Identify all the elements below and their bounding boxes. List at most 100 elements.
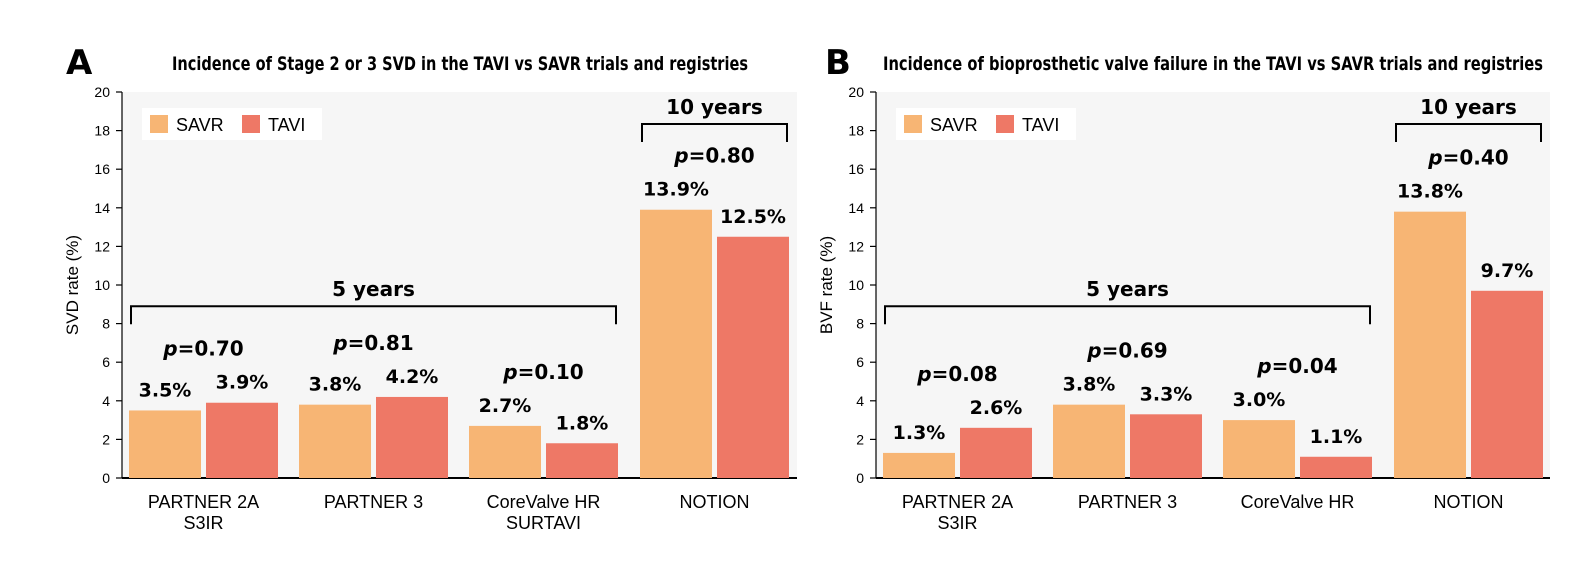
legend-swatch-savr	[150, 115, 168, 133]
data-label-tavi: 12.5%	[720, 206, 786, 228]
legend-label-savr: SAVR	[930, 115, 978, 135]
x-category-label: PARTNER 2A	[902, 492, 1013, 512]
data-label-tavi: 3.3%	[1140, 383, 1193, 405]
bar-savr	[640, 209, 712, 479]
p-value-label: p=0.40	[1427, 146, 1508, 170]
bar-tavi	[206, 402, 278, 478]
data-label-savr: 13.8%	[1397, 181, 1463, 203]
panel-letter: B	[825, 43, 851, 83]
p-value-label: p=0.69	[1086, 339, 1167, 363]
y-tick-label: 0	[856, 470, 864, 486]
bar-tavi	[717, 236, 789, 478]
bar-savr	[299, 404, 371, 478]
p-value-label: p=0.04	[1256, 354, 1337, 378]
x-category-label: CoreValve HR	[487, 492, 601, 512]
bar-savr	[1223, 420, 1295, 478]
x-category-label: S3IR	[937, 513, 977, 533]
data-label-savr: 3.8%	[309, 374, 362, 396]
y-tick-label: 18	[94, 123, 110, 139]
data-label-savr: 2.7%	[479, 395, 532, 417]
y-tick-label: 12	[848, 238, 864, 254]
y-tick-label: 2	[856, 431, 864, 447]
y-tick-label: 20	[848, 84, 864, 100]
panel-letter: A	[66, 43, 93, 83]
grouping-bracket	[641, 123, 788, 142]
data-label-tavi: 2.6%	[970, 397, 1023, 419]
bar-tavi	[960, 427, 1032, 478]
grouping-label: 10 years	[666, 95, 763, 119]
legend-swatch-tavi	[996, 115, 1014, 133]
y-tick-label: 10	[94, 277, 110, 293]
x-category-label: NOTION	[680, 492, 750, 512]
p-value-label: p=0.80	[673, 144, 754, 168]
legend-swatch-tavi	[242, 115, 260, 133]
y-tick-label: 8	[856, 316, 864, 332]
grouping-label: 5 years	[332, 277, 415, 301]
bar-savr	[129, 410, 201, 478]
chart-panel-a: A Incidence of Stage 2 or 3 SVD in the TA…	[63, 43, 797, 533]
y-tick-label: 4	[856, 393, 864, 409]
y-tick-label: 10	[848, 277, 864, 293]
chart-title: Incidence of bioprosthetic valve failure…	[883, 53, 1543, 75]
data-label-savr: 3.5%	[139, 379, 192, 401]
x-category-label: CoreValve HR	[1241, 492, 1355, 512]
legend-label-tavi: TAVI	[1022, 115, 1059, 135]
y-tick-label: 0	[102, 470, 110, 486]
y-tick-label: 14	[94, 200, 110, 216]
data-label-savr: 3.0%	[1233, 389, 1286, 411]
y-tick-label: 4	[102, 393, 110, 409]
x-category-label: S3IR	[183, 513, 223, 533]
bar-tavi	[546, 443, 618, 478]
bar-tavi	[1130, 414, 1202, 478]
x-category-label: PARTNER 3	[324, 492, 423, 512]
data-label-savr: 13.9%	[643, 179, 709, 201]
data-label-tavi: 1.8%	[556, 412, 609, 434]
chart-panel-b: B Incidence of bioprosthetic valve failur…	[817, 43, 1550, 533]
bar-savr	[1394, 211, 1466, 478]
bar-tavi	[1471, 290, 1543, 478]
grouping-bracket	[1395, 123, 1542, 142]
bar-savr	[1053, 404, 1125, 478]
legend: SAVR TAVI	[142, 108, 322, 140]
x-category-label: PARTNER 3	[1078, 492, 1177, 512]
data-label-tavi: 3.9%	[216, 372, 269, 394]
data-label-tavi: 1.1%	[1310, 426, 1363, 448]
x-category-label: PARTNER 2A	[148, 492, 259, 512]
y-tick-label: 16	[848, 161, 864, 177]
p-value-label: p=0.10	[502, 360, 583, 384]
chart-title: Incidence of Stage 2 or 3 SVD in the TAV…	[172, 53, 748, 75]
y-axis-label: BVF rate (%)	[817, 236, 836, 334]
x-category-label: NOTION	[1434, 492, 1504, 512]
legend-label-savr: SAVR	[176, 115, 224, 135]
grouping-label: 10 years	[1420, 95, 1517, 119]
bar-tavi	[1300, 456, 1372, 478]
legend-swatch-savr	[904, 115, 922, 133]
data-label-savr: 1.3%	[893, 422, 946, 444]
y-tick-label: 16	[94, 161, 110, 177]
y-tick-label: 2	[102, 431, 110, 447]
bar-savr	[883, 452, 955, 478]
y-tick-label: 6	[856, 354, 864, 370]
y-tick-label: 6	[102, 354, 110, 370]
data-label-tavi: 4.2%	[386, 366, 439, 388]
grouping-bracket	[884, 305, 1371, 325]
y-tick-label: 12	[94, 238, 110, 254]
x-category-label: SURTAVI	[506, 513, 581, 533]
p-value-label: p=0.08	[916, 362, 997, 386]
data-label-tavi: 9.7%	[1481, 260, 1534, 282]
legend-box	[142, 108, 322, 140]
p-value-label: p=0.81	[332, 331, 413, 355]
grouping-label: 5 years	[1086, 277, 1169, 301]
legend-label-tavi: TAVI	[268, 115, 305, 135]
y-tick-label: 20	[94, 84, 110, 100]
legend: SAVR TAVI	[896, 108, 1076, 140]
bar-savr	[469, 425, 541, 478]
y-tick-label: 8	[102, 316, 110, 332]
bar-tavi	[376, 396, 448, 478]
legend-box	[896, 108, 1076, 140]
y-axis-label: SVD rate (%)	[63, 235, 82, 335]
y-tick-label: 18	[848, 123, 864, 139]
p-value-label: p=0.70	[162, 337, 243, 361]
